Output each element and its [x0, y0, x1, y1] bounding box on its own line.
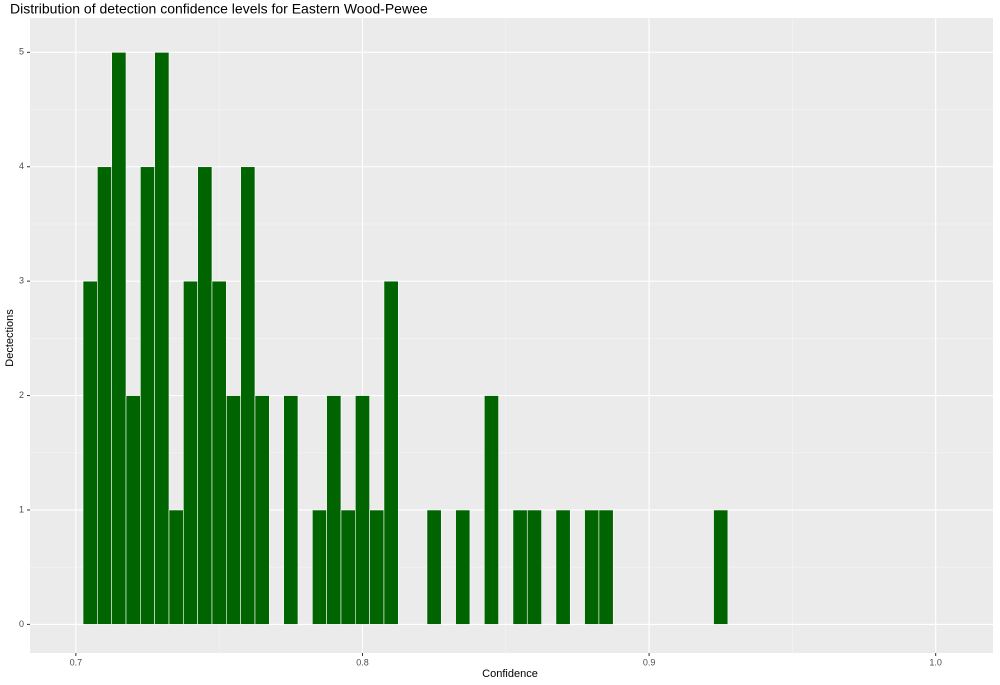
bar — [598, 509, 614, 625]
bar — [111, 52, 127, 625]
bar — [168, 509, 184, 625]
y-tick-label: 0 — [19, 619, 24, 629]
bar — [226, 395, 241, 625]
bar — [154, 52, 170, 625]
bar — [82, 280, 98, 625]
chart-title: Distribution of detection confidence lev… — [10, 1, 428, 17]
bar — [483, 395, 499, 625]
y-tick-label: 4 — [19, 161, 24, 171]
bar — [211, 280, 227, 625]
bar — [340, 509, 356, 625]
x-tick-label: 0.7 — [70, 657, 83, 667]
bar — [183, 280, 198, 625]
y-tick-label: 2 — [19, 390, 24, 400]
bar — [512, 509, 528, 625]
bar — [426, 509, 442, 625]
x-tick-label: 0.8 — [356, 657, 369, 667]
bar — [283, 395, 299, 625]
y-tick-label: 1 — [19, 504, 24, 514]
x-axis-title: Confidence — [482, 668, 538, 680]
y-axis-title: Dectections — [4, 309, 16, 367]
bar — [713, 509, 729, 625]
bar — [240, 166, 256, 625]
bar — [312, 509, 327, 625]
bar — [354, 395, 370, 625]
y-tick-label: 3 — [19, 276, 24, 286]
bar — [125, 395, 141, 625]
x-tick-label: 0.9 — [643, 657, 656, 667]
bar — [97, 166, 112, 625]
bar — [383, 280, 399, 625]
x-tick-label: 1.0 — [929, 657, 942, 667]
y-tick-label: 5 — [19, 47, 24, 57]
bar — [555, 509, 571, 625]
bar — [369, 509, 385, 625]
bar — [526, 509, 542, 625]
bar — [326, 395, 342, 625]
bar — [455, 509, 471, 625]
bar — [254, 395, 270, 625]
bar — [140, 166, 155, 625]
bar — [584, 509, 600, 625]
bar — [197, 166, 213, 625]
